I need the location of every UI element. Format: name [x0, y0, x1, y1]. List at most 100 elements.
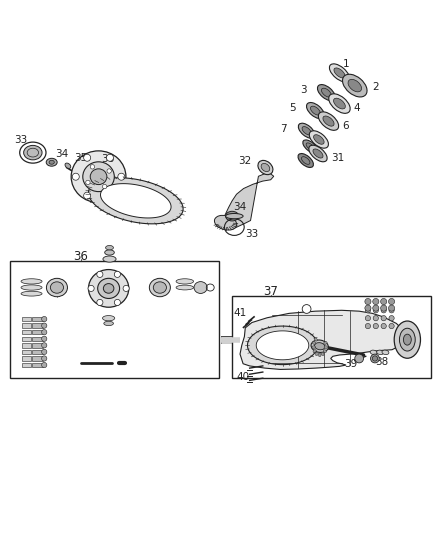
Text: 36: 36: [74, 251, 88, 263]
Ellipse shape: [298, 123, 315, 138]
Ellipse shape: [309, 131, 328, 148]
Ellipse shape: [318, 85, 335, 101]
Text: 36: 36: [101, 154, 114, 164]
Circle shape: [97, 300, 103, 305]
Circle shape: [365, 305, 371, 311]
Ellipse shape: [313, 149, 323, 158]
Circle shape: [381, 316, 386, 321]
Ellipse shape: [49, 160, 54, 164]
Ellipse shape: [105, 250, 114, 255]
Ellipse shape: [106, 246, 113, 250]
Ellipse shape: [102, 316, 115, 321]
Ellipse shape: [348, 79, 361, 92]
Polygon shape: [100, 184, 171, 218]
Circle shape: [389, 308, 394, 313]
Bar: [22, 336, 31, 341]
Circle shape: [42, 336, 47, 342]
Circle shape: [42, 323, 47, 328]
Ellipse shape: [303, 140, 318, 153]
Circle shape: [373, 298, 379, 304]
Polygon shape: [256, 331, 309, 360]
Ellipse shape: [258, 160, 273, 175]
Circle shape: [381, 305, 387, 311]
Ellipse shape: [329, 94, 350, 114]
Circle shape: [42, 343, 47, 348]
Polygon shape: [247, 326, 318, 365]
Ellipse shape: [334, 98, 345, 109]
Bar: [32, 343, 43, 348]
Bar: [22, 330, 31, 334]
Polygon shape: [223, 173, 274, 229]
Circle shape: [381, 308, 386, 313]
Ellipse shape: [329, 64, 350, 82]
Text: 3: 3: [300, 85, 307, 94]
Text: 32: 32: [239, 156, 252, 166]
Circle shape: [373, 316, 378, 321]
Ellipse shape: [399, 328, 415, 351]
Circle shape: [373, 308, 378, 313]
Ellipse shape: [98, 278, 120, 298]
Circle shape: [365, 316, 371, 321]
Circle shape: [97, 271, 103, 278]
Circle shape: [381, 324, 386, 329]
Ellipse shape: [382, 350, 389, 354]
Circle shape: [372, 356, 378, 361]
Circle shape: [381, 298, 387, 304]
Text: 33: 33: [245, 229, 258, 239]
Polygon shape: [88, 178, 183, 224]
Ellipse shape: [226, 214, 243, 219]
Circle shape: [84, 154, 91, 161]
Text: 41: 41: [233, 309, 247, 318]
Ellipse shape: [370, 350, 377, 354]
Ellipse shape: [311, 106, 320, 115]
Bar: [232, 296, 431, 378]
Text: 31: 31: [332, 153, 345, 163]
Circle shape: [90, 165, 95, 169]
Circle shape: [88, 285, 94, 292]
Ellipse shape: [403, 334, 411, 345]
Circle shape: [42, 329, 47, 335]
Ellipse shape: [318, 112, 339, 130]
Bar: [32, 350, 43, 354]
Ellipse shape: [21, 285, 42, 290]
Polygon shape: [240, 310, 405, 369]
Text: 35: 35: [74, 153, 88, 163]
Bar: [32, 317, 43, 321]
Bar: [32, 330, 43, 334]
Circle shape: [123, 285, 129, 292]
Ellipse shape: [71, 151, 126, 203]
Circle shape: [72, 173, 79, 180]
Ellipse shape: [226, 211, 239, 221]
Ellipse shape: [377, 350, 384, 354]
Ellipse shape: [321, 352, 324, 356]
Circle shape: [389, 298, 395, 304]
Ellipse shape: [334, 68, 345, 78]
Ellipse shape: [46, 278, 67, 297]
Text: 5: 5: [289, 103, 296, 114]
Ellipse shape: [306, 143, 314, 150]
Ellipse shape: [314, 343, 325, 350]
Bar: [22, 324, 31, 328]
Ellipse shape: [50, 282, 64, 293]
Ellipse shape: [318, 353, 321, 357]
Text: 1: 1: [343, 59, 350, 69]
Ellipse shape: [314, 338, 317, 341]
Circle shape: [42, 362, 47, 368]
Circle shape: [114, 300, 120, 305]
Ellipse shape: [83, 162, 114, 191]
Circle shape: [107, 169, 111, 173]
Circle shape: [373, 324, 378, 329]
Circle shape: [102, 184, 107, 189]
Circle shape: [106, 192, 113, 199]
Ellipse shape: [215, 215, 237, 230]
Circle shape: [373, 305, 379, 311]
Circle shape: [365, 308, 371, 313]
Ellipse shape: [46, 158, 57, 166]
Ellipse shape: [311, 340, 328, 352]
Circle shape: [114, 271, 120, 278]
Ellipse shape: [176, 279, 194, 284]
Ellipse shape: [103, 284, 114, 293]
Ellipse shape: [309, 145, 327, 162]
Circle shape: [42, 317, 47, 322]
Circle shape: [42, 349, 47, 354]
